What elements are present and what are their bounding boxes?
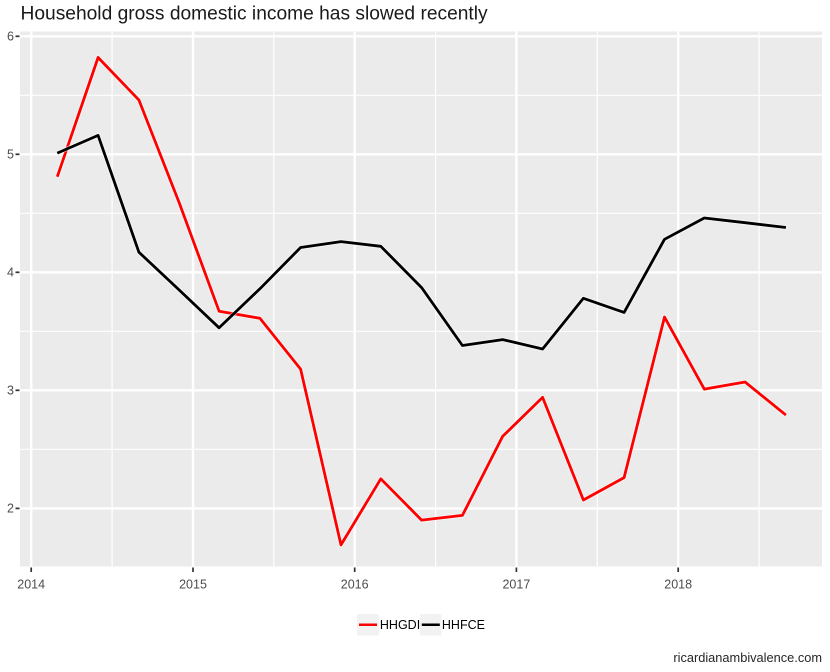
svg-text:2018: 2018 bbox=[664, 578, 692, 592]
svg-text:6: 6 bbox=[7, 30, 14, 44]
svg-text:2: 2 bbox=[7, 502, 14, 516]
svg-text:Household gross domestic incom: Household gross domestic income has slow… bbox=[21, 4, 489, 25]
svg-text:2017: 2017 bbox=[502, 578, 530, 592]
svg-text:5: 5 bbox=[7, 148, 14, 162]
svg-text:HHGDI: HHGDI bbox=[380, 618, 420, 632]
svg-text:ricardianambivalence.com: ricardianambivalence.com bbox=[673, 650, 822, 665]
svg-text:3: 3 bbox=[7, 384, 14, 398]
svg-text:HHFCE: HHFCE bbox=[442, 618, 485, 632]
svg-text:2015: 2015 bbox=[179, 578, 207, 592]
svg-text:2016: 2016 bbox=[341, 578, 369, 592]
svg-text:2014: 2014 bbox=[17, 578, 45, 592]
svg-text:4: 4 bbox=[7, 266, 14, 280]
